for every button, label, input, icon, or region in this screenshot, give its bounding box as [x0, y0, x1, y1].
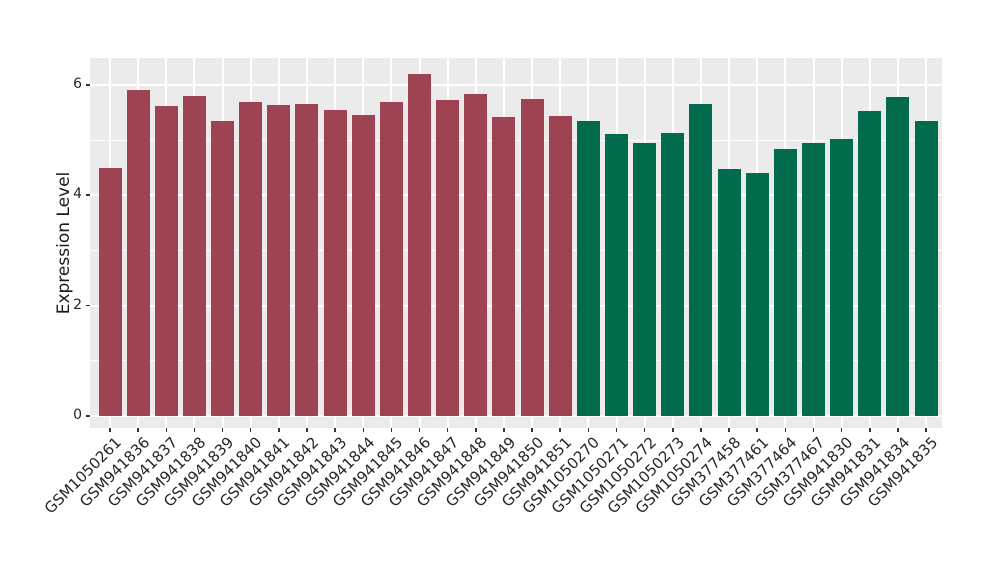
y-gridline-minor: [90, 139, 942, 141]
x-tick: [446, 428, 449, 432]
x-tick: [728, 428, 730, 432]
bar: [154, 105, 178, 416]
x-tick: [306, 428, 308, 432]
bar: [914, 120, 938, 416]
x-tick: [390, 428, 393, 432]
bar: [267, 104, 291, 416]
x-tick: [503, 428, 505, 432]
x-tick: [362, 428, 364, 432]
bar: [98, 167, 122, 416]
x-tick: [700, 428, 702, 432]
x-tick: [559, 428, 561, 432]
y-axis-title: Expression Level: [54, 171, 74, 315]
x-tick: [925, 428, 927, 432]
bar: [211, 120, 235, 416]
x-tick: [109, 428, 111, 432]
bar: [886, 96, 910, 416]
bar: [239, 102, 263, 416]
x-tick: [897, 428, 899, 432]
bar: [436, 99, 460, 416]
x-tick: [221, 428, 224, 432]
x-tick: [812, 428, 815, 432]
x-tick: [418, 428, 421, 432]
y-tick: [86, 304, 90, 307]
x-tick: [672, 428, 674, 432]
y-gridline-major: [90, 83, 942, 86]
y-gridline-major: [90, 194, 942, 197]
x-tick: [165, 428, 168, 432]
bar: [182, 95, 206, 416]
bar: [745, 173, 769, 416]
bar: [858, 111, 882, 416]
x-tick: [278, 428, 280, 432]
x-tick: [249, 428, 252, 432]
x-tick: [137, 428, 139, 432]
x-tick: [334, 428, 336, 432]
bar: [605, 133, 629, 416]
bar: [520, 98, 544, 416]
y-gridline-major: [90, 304, 942, 307]
x-tick: [193, 428, 196, 432]
x-tick: [840, 428, 843, 432]
bar: [717, 169, 741, 416]
plot-panel: [90, 58, 942, 428]
bar: [548, 115, 572, 416]
bar: [408, 73, 432, 416]
x-tick: [531, 428, 533, 432]
bar: [323, 110, 347, 416]
bar: [689, 103, 713, 416]
bar: [295, 104, 319, 416]
x-tick: [869, 428, 871, 432]
y-tick-label: 2: [73, 296, 82, 313]
bar: [492, 116, 516, 416]
bar: [351, 114, 375, 416]
bar: [633, 142, 657, 416]
y-tick-label: 4: [73, 186, 82, 203]
x-tick: [784, 428, 787, 432]
y-gridline-major: [90, 415, 942, 417]
y-tick: [86, 415, 90, 417]
bar: [802, 142, 825, 416]
bar: [379, 101, 403, 416]
bar: [830, 139, 854, 416]
bar: [661, 133, 685, 416]
y-gridline-minor: [90, 249, 942, 251]
bar: [126, 90, 150, 416]
y-tick: [86, 84, 90, 86]
x-tick: [615, 428, 618, 432]
bar: [576, 120, 600, 416]
y-gridline-minor: [90, 360, 942, 362]
y-tick-label: 0: [73, 407, 82, 423]
x-tick: [587, 428, 590, 432]
bar: [464, 94, 488, 416]
bar: [773, 148, 797, 416]
x-tick: [475, 428, 477, 432]
y-tick-label: 6: [73, 75, 82, 92]
x-tick: [643, 428, 646, 432]
y-tick: [86, 194, 90, 196]
x-tick: [756, 428, 758, 432]
